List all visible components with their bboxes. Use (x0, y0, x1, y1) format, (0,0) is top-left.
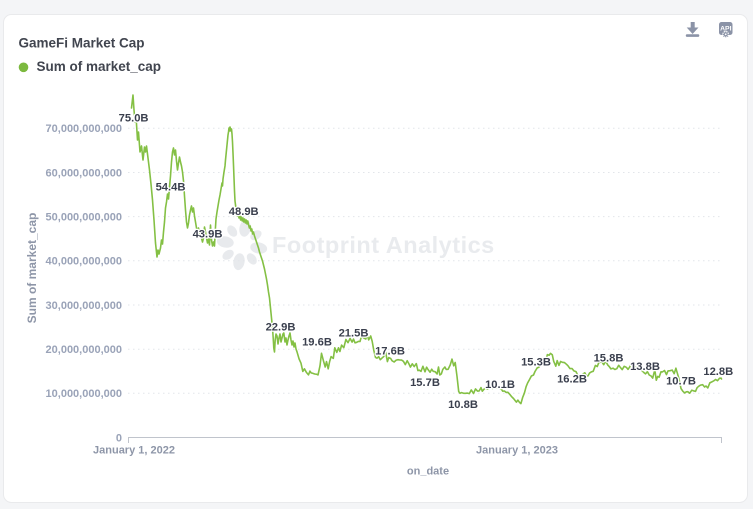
svg-text:Sum of market_cap: Sum of market_cap (25, 213, 39, 324)
svg-text:10.8B: 10.8B (448, 399, 478, 411)
svg-text:22.9B: 22.9B (266, 322, 296, 334)
svg-text:15.8B: 15.8B (594, 353, 624, 365)
svg-text:43.9B: 43.9B (193, 229, 223, 241)
svg-text:10.1B: 10.1B (485, 379, 515, 391)
svg-text:GameFi Market Cap: GameFi Market Cap (19, 36, 145, 51)
svg-text:15.3B: 15.3B (521, 357, 551, 369)
svg-text:10.7B: 10.7B (666, 376, 696, 388)
svg-text:12.8B: 12.8B (703, 366, 733, 378)
svg-text:17.6B: 17.6B (375, 345, 405, 357)
svg-text:on_date: on_date (407, 466, 449, 478)
svg-text:0: 0 (116, 432, 122, 444)
svg-text:API: API (720, 25, 731, 32)
svg-text:10,000,000,000: 10,000,000,000 (46, 388, 122, 400)
svg-text:Footprint Analytics: Footprint Analytics (272, 232, 495, 258)
svg-text:21.5B: 21.5B (339, 328, 369, 340)
svg-text:48.9B: 48.9B (229, 206, 259, 218)
svg-text:54.4B: 54.4B (156, 182, 186, 194)
svg-text:70,000,000,000: 70,000,000,000 (46, 123, 122, 135)
svg-text:January 1, 2023: January 1, 2023 (476, 445, 558, 457)
svg-text:19.6B: 19.6B (302, 336, 332, 348)
svg-text:60,000,000,000: 60,000,000,000 (46, 167, 122, 179)
svg-text:16.2B: 16.2B (557, 374, 587, 386)
svg-text:January 1, 2022: January 1, 2022 (93, 445, 175, 457)
svg-text:20,000,000,000: 20,000,000,000 (46, 344, 122, 356)
svg-text:75.0B: 75.0B (119, 113, 149, 125)
svg-text:15.7B: 15.7B (410, 377, 440, 389)
svg-text:Sum of market_cap: Sum of market_cap (37, 59, 162, 74)
svg-text:40,000,000,000: 40,000,000,000 (46, 256, 122, 268)
svg-text:13.8B: 13.8B (630, 361, 660, 373)
svg-text:30,000,000,000: 30,000,000,000 (46, 300, 122, 312)
svg-text:50,000,000,000: 50,000,000,000 (46, 211, 122, 223)
